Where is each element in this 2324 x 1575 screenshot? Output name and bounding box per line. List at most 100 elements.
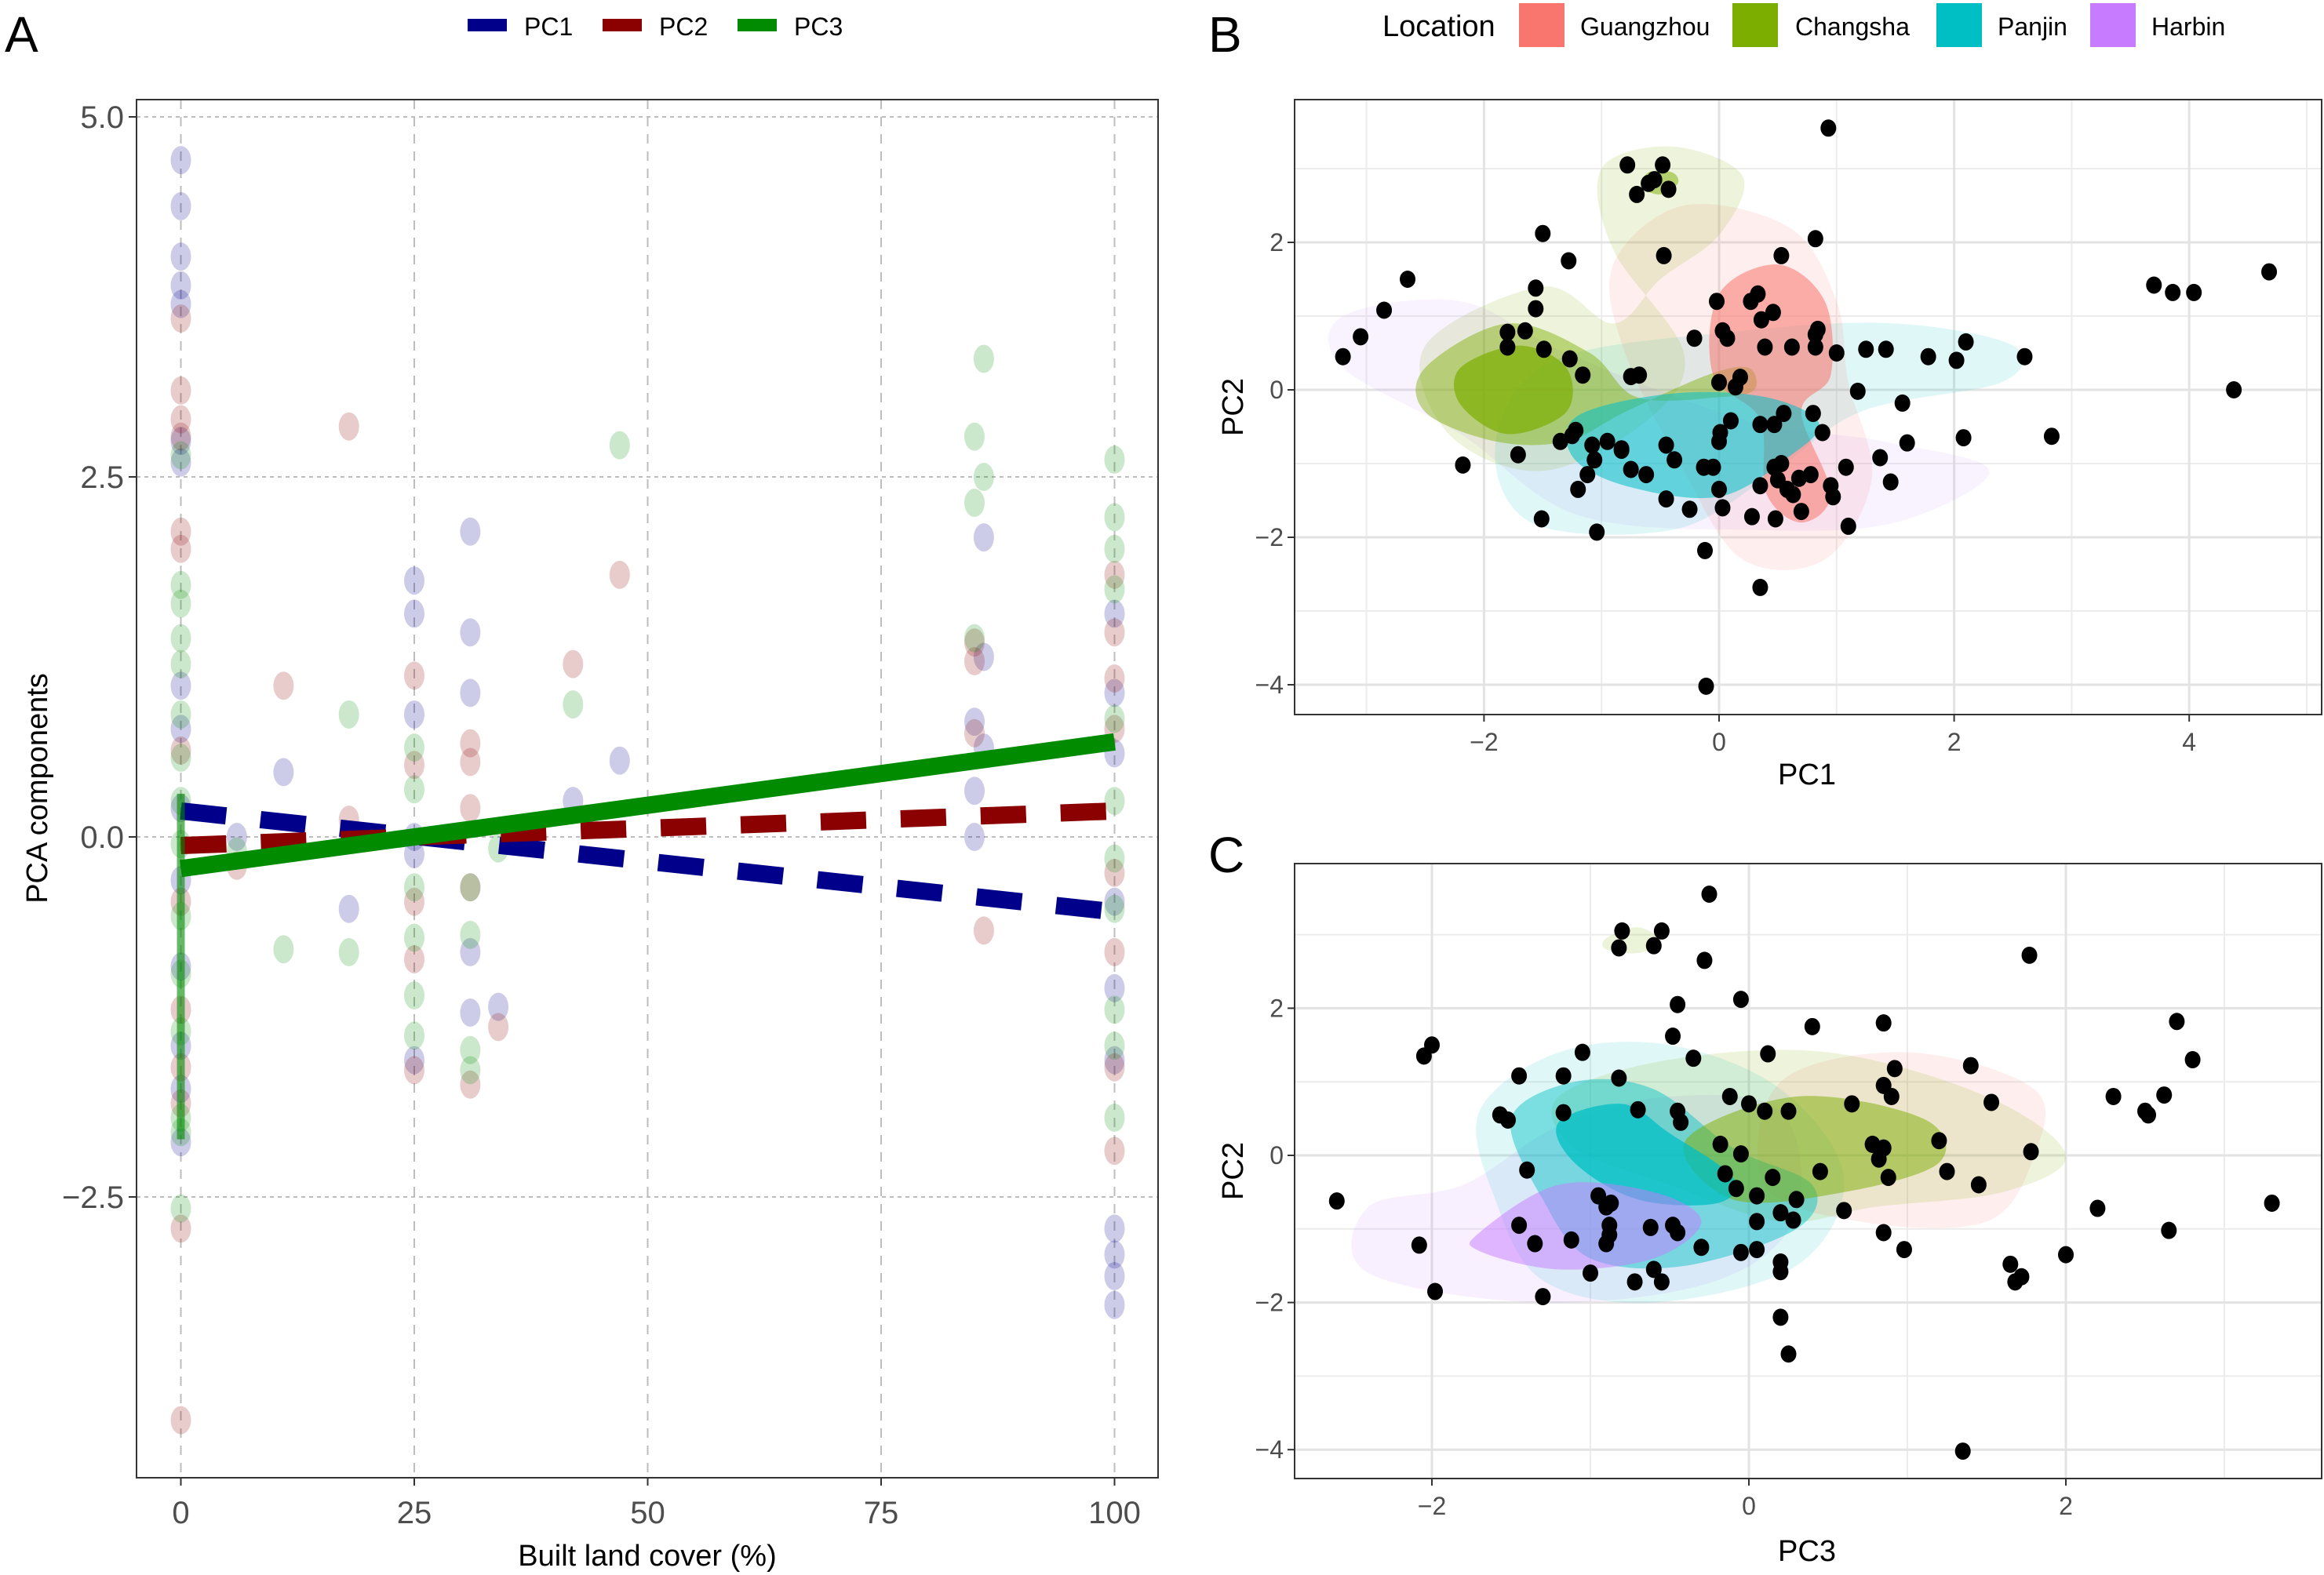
panel-b-y-tick-label: 2 (1269, 228, 1284, 256)
panel-b-point (1757, 338, 1773, 356)
panel-b-density-changsha (1453, 345, 1573, 435)
panel-c-point (1611, 1069, 1627, 1087)
panel-b-point (1882, 473, 1899, 491)
panel-b-point (1570, 480, 1586, 498)
panel-b-x-tick-label: 4 (2182, 728, 2196, 756)
panel-b-point (1658, 436, 1674, 454)
panel-c-y-tick-label: 2 (1269, 994, 1284, 1022)
panel-c-point (1896, 1241, 1912, 1259)
panel-a-point-pc2 (1104, 664, 1125, 693)
panel-c-point (2140, 1106, 2157, 1124)
panel-c-point (1328, 1192, 1345, 1210)
panel-c-point (1555, 1104, 1572, 1122)
panel-b-point (1802, 466, 1819, 484)
panel-a-point-pc3 (1104, 503, 1125, 532)
panel-b-point (1722, 412, 1739, 430)
panel-a-point-pc3 (170, 624, 191, 653)
panel-c-point (2156, 1086, 2173, 1104)
panel-c-point (2002, 1255, 2019, 1273)
panel-c-point (1780, 1345, 1797, 1363)
panel-a-point-pc3 (170, 700, 191, 729)
panel-b-point (1686, 329, 1703, 347)
panel-a-point-pc3 (170, 570, 191, 599)
panel-c-point (1772, 1308, 1789, 1326)
panel-a-x-tick-label: 75 (864, 1496, 899, 1530)
panel-a-point-pc1 (404, 599, 424, 628)
panel-b-point (1660, 180, 1677, 198)
panel-b-point (1681, 500, 1698, 518)
panel-a-point-pc3 (170, 1194, 191, 1223)
panel-a-point-pc1 (404, 566, 424, 595)
panel-a-x-tick-label: 0 (172, 1496, 189, 1530)
panel-a-point-pc1 (1104, 1214, 1125, 1243)
panel-a-point-pc3 (338, 700, 359, 729)
panel-a-point-pc1 (1104, 599, 1125, 628)
panel-c-density-harbin (1469, 1182, 1702, 1270)
panel-b-point (1698, 677, 1714, 695)
panel-a-y-tick-label: −2.5 (62, 1180, 124, 1215)
panel-a-point-pc1 (170, 191, 191, 220)
panel-c-point (1760, 1045, 1776, 1063)
panel-c-points (1328, 886, 2280, 1460)
panel-b-point (2186, 283, 2202, 301)
panel-a-point-pc2 (1104, 560, 1125, 589)
panel-b-point (1561, 350, 1578, 368)
panel-c-point (1670, 1224, 1686, 1242)
panel-c-point (1511, 1217, 1528, 1235)
panel-a-point-pc3 (1104, 894, 1125, 923)
panel-a-label: A (5, 6, 38, 63)
panel-a-point-pc3 (609, 431, 630, 460)
panel-b-point (1849, 382, 1866, 400)
panel-c-point (2105, 1087, 2122, 1105)
panel-a-x-tick-label: 50 (630, 1496, 665, 1530)
panel-b-point (1785, 486, 1801, 504)
panel-b-point (1711, 373, 1727, 391)
panel-a-point-pc1 (170, 448, 191, 477)
panel-c-point (1645, 1260, 1662, 1279)
panel-b-point (1807, 338, 1823, 356)
panel-b-point (1776, 405, 1792, 423)
panel-c-y-axis-title: PC2 (1217, 1142, 1250, 1200)
panel-c-point (1642, 1218, 1659, 1236)
panel-a-point-pc3 (1104, 787, 1125, 816)
panel-b-x-tick-label: −2 (1470, 728, 1498, 756)
panel-a-point-pc1 (973, 642, 994, 671)
panel-a-point-pc1 (973, 523, 994, 552)
panel-c-point (1772, 1263, 1789, 1281)
panel-b-point (1623, 368, 1639, 386)
panel-b-y-tick-label: −4 (1255, 671, 1284, 699)
panel-a-point-pc2 (460, 794, 481, 823)
panel-b-point (1878, 340, 1894, 358)
panel-c-point (1712, 1135, 1728, 1153)
panel-c-point (1962, 1057, 1979, 1075)
panel-b-point (1958, 333, 1974, 351)
panel-c-point (1812, 1162, 1828, 1180)
panel-c-point (2169, 1013, 2185, 1031)
panel-b-point (2226, 381, 2242, 398)
panel-c-point (1836, 1202, 1852, 1220)
panel-c-point (1954, 1442, 1971, 1460)
legend-label-changsha: Changsha (1795, 13, 1910, 41)
panel-c-point (1427, 1282, 1444, 1300)
panel-c-point (1411, 1236, 1427, 1254)
panel-c-point (1670, 995, 1686, 1013)
panel-c-point (1583, 1264, 1598, 1282)
panel-c-density-changsha (1683, 1096, 1947, 1203)
panel-a-y-tick-label: 5.0 (80, 100, 124, 135)
panel-a-point-pc2 (404, 887, 424, 916)
panel-c-point (2089, 1199, 2106, 1217)
panel-a-point-pc2 (973, 916, 994, 945)
panel-c-x-tick-label: 2 (2059, 1492, 2073, 1520)
panel-b-point (1805, 405, 1821, 423)
panel-a-point-pc2 (170, 405, 191, 434)
panel-c-point (1519, 1161, 1535, 1179)
panel-b-point (1709, 293, 1725, 311)
panel-a-point-pc3 (273, 935, 294, 964)
panel-a-point-pc3 (404, 923, 424, 952)
panel-a-point-pc2 (170, 1214, 191, 1243)
panel-a-point-pc3 (964, 489, 985, 518)
panel-c-point (1883, 1087, 1900, 1105)
panel-b-point (1872, 449, 1889, 467)
panel-a-point-pc3 (170, 744, 191, 773)
